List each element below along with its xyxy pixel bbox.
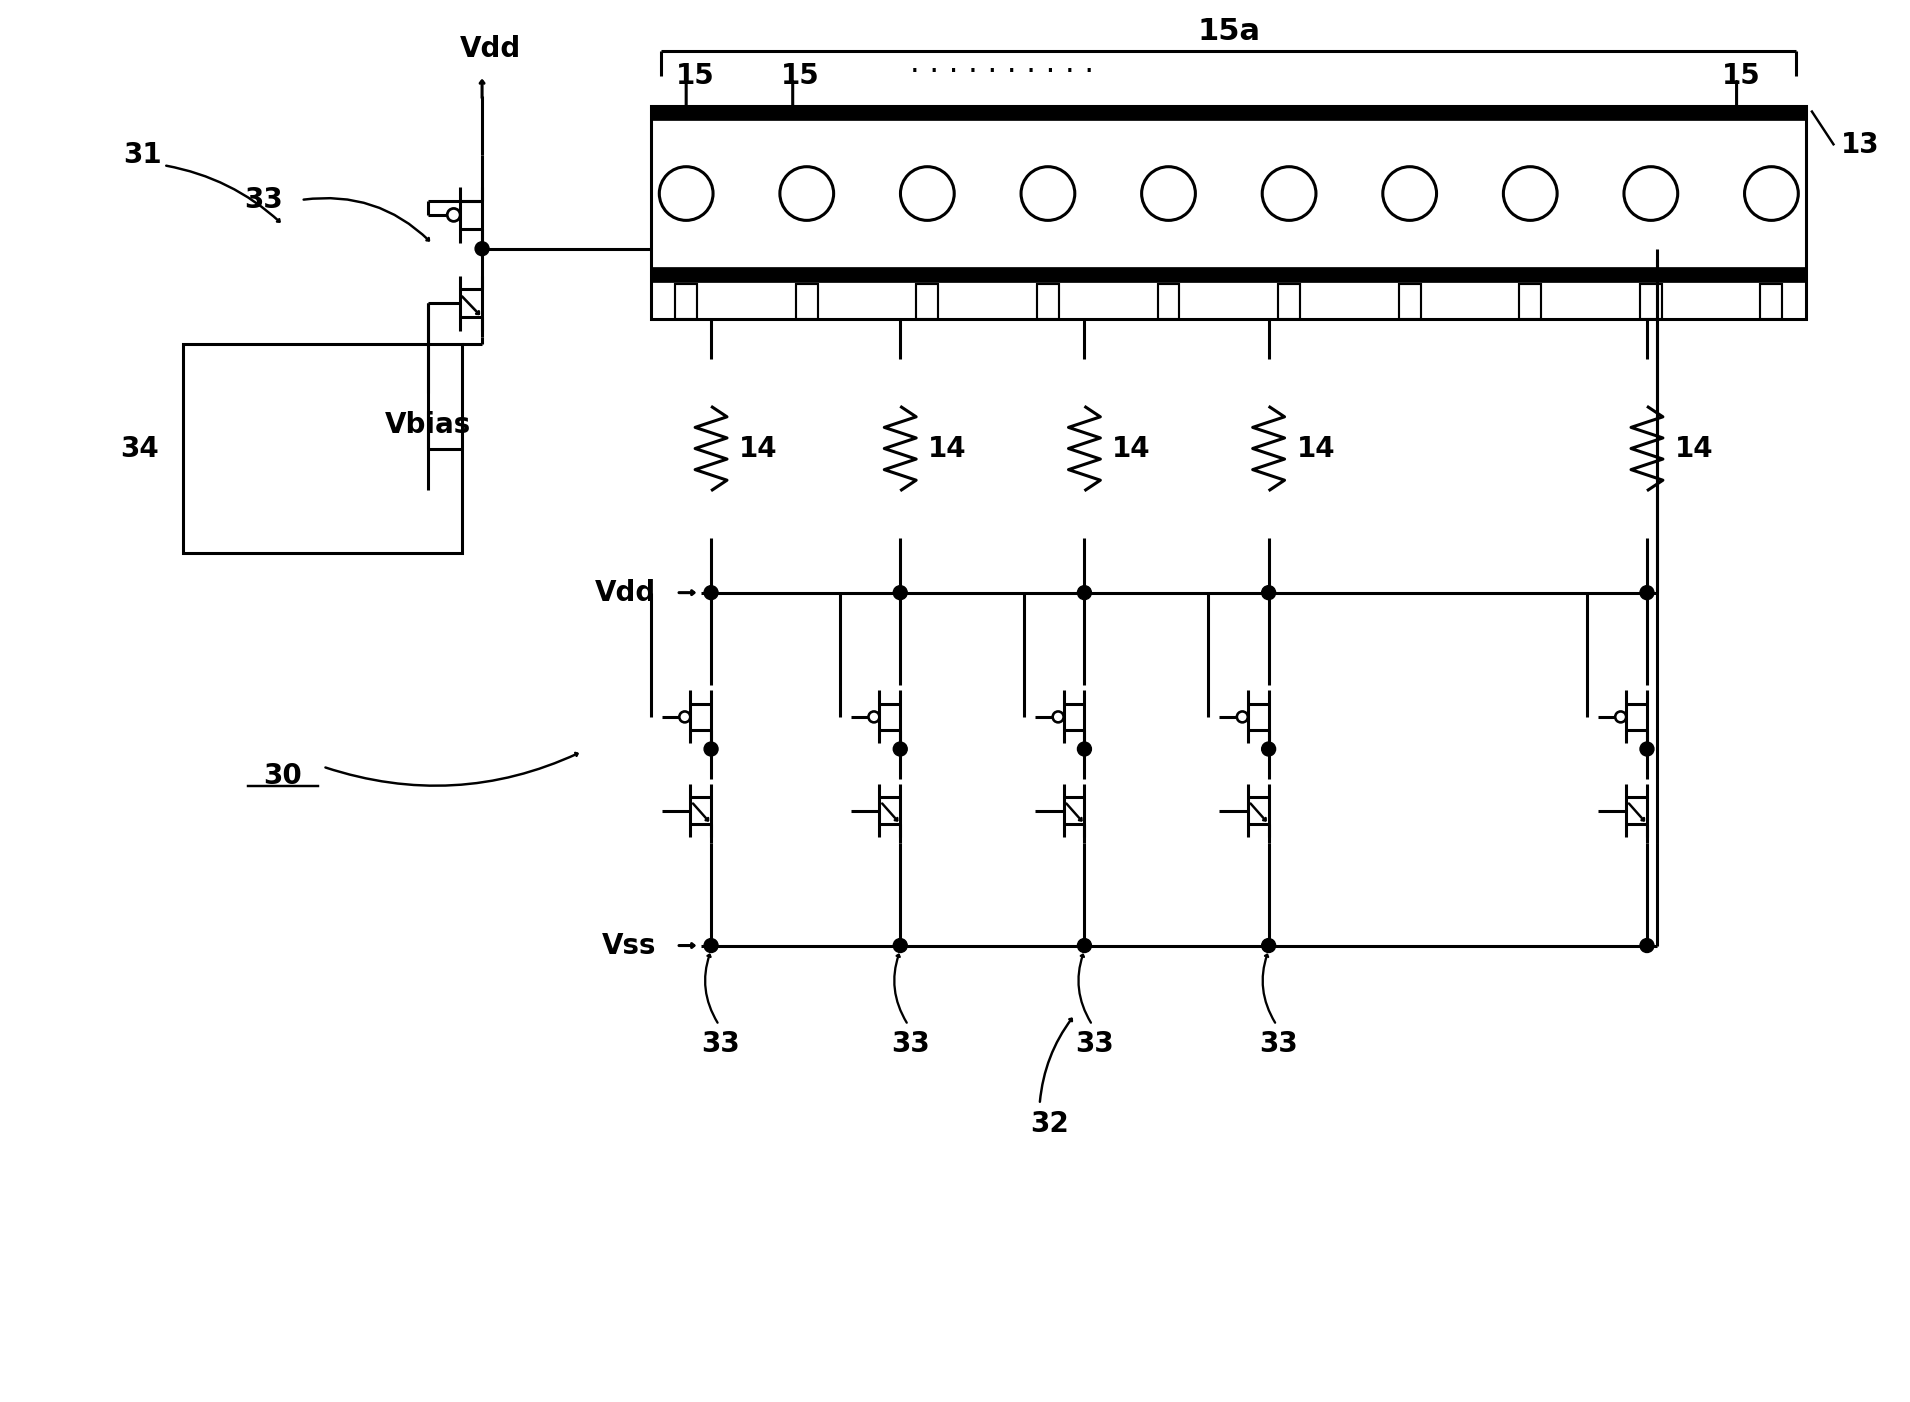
- Text: 34: 34: [120, 435, 159, 463]
- Bar: [676, 285, 697, 320]
- Bar: [183, 343, 462, 552]
- Circle shape: [476, 241, 489, 255]
- Circle shape: [705, 938, 718, 952]
- Text: 31: 31: [124, 142, 162, 170]
- Text: Vss: Vss: [602, 931, 657, 959]
- Circle shape: [1263, 938, 1276, 952]
- Circle shape: [1641, 742, 1654, 756]
- Text: 14: 14: [739, 435, 777, 463]
- Text: 14: 14: [1112, 435, 1152, 463]
- Text: 33: 33: [1259, 1030, 1299, 1059]
- Text: 33: 33: [1075, 1030, 1114, 1059]
- Text: Vbias: Vbias: [386, 411, 472, 439]
- Text: Vdd: Vdd: [460, 35, 521, 63]
- Text: 15a: 15a: [1198, 17, 1261, 45]
- Bar: [1761, 285, 1782, 320]
- Circle shape: [1263, 586, 1276, 600]
- Circle shape: [1077, 586, 1091, 600]
- Circle shape: [894, 938, 907, 952]
- Bar: [651, 105, 1807, 121]
- Circle shape: [894, 742, 907, 756]
- Text: · · · · · · · · · ·: · · · · · · · · · ·: [911, 59, 1094, 87]
- Bar: [1641, 285, 1662, 320]
- Text: 33: 33: [890, 1030, 930, 1059]
- Text: 15: 15: [676, 62, 714, 90]
- Text: 33: 33: [244, 186, 283, 215]
- Text: 14: 14: [1675, 435, 1713, 463]
- Text: 14: 14: [1297, 435, 1335, 463]
- Text: 33: 33: [701, 1030, 741, 1059]
- Circle shape: [894, 586, 907, 600]
- Circle shape: [1641, 586, 1654, 600]
- Text: Vdd: Vdd: [596, 579, 657, 607]
- Circle shape: [705, 742, 718, 756]
- Bar: [651, 266, 1807, 282]
- Circle shape: [1077, 938, 1091, 952]
- Circle shape: [1263, 742, 1276, 756]
- Text: 32: 32: [1029, 1109, 1070, 1137]
- Text: 15: 15: [1721, 62, 1761, 90]
- Bar: [651, 105, 1807, 320]
- Text: 15: 15: [781, 62, 819, 90]
- Bar: [796, 285, 817, 320]
- Circle shape: [1077, 742, 1091, 756]
- Bar: [1157, 285, 1180, 320]
- Bar: [1278, 285, 1301, 320]
- Text: 14: 14: [928, 435, 966, 463]
- Text: 13: 13: [1841, 132, 1879, 160]
- Circle shape: [705, 586, 718, 600]
- Bar: [1037, 285, 1058, 320]
- Circle shape: [1641, 938, 1654, 952]
- Bar: [1518, 285, 1541, 320]
- Bar: [1398, 285, 1421, 320]
- Bar: [917, 285, 938, 320]
- Text: 30: 30: [264, 761, 302, 789]
